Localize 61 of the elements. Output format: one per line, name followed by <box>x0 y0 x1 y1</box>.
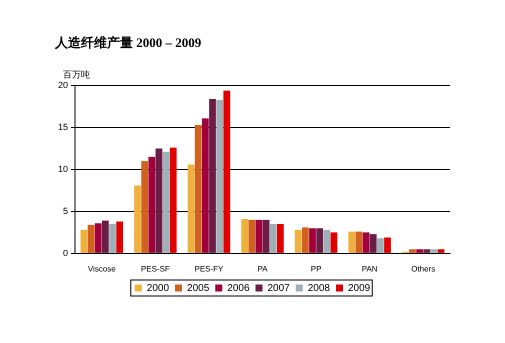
bar <box>323 230 330 253</box>
y-tick-label: 10 <box>58 164 68 174</box>
bar <box>316 228 324 253</box>
x-tick-label: PA <box>257 264 268 274</box>
bar <box>348 232 356 253</box>
bar <box>148 156 156 253</box>
bar <box>170 148 177 253</box>
bar <box>330 232 338 253</box>
bar <box>438 249 444 253</box>
legend-label: 2008 <box>308 282 330 294</box>
bar <box>223 90 230 253</box>
bar <box>423 249 430 253</box>
bar <box>162 152 170 253</box>
bar <box>409 249 416 253</box>
bar <box>376 238 384 253</box>
bar <box>202 118 209 253</box>
x-tick-label: PES-FY <box>194 264 224 274</box>
bar <box>109 224 116 253</box>
bar <box>416 249 424 253</box>
bar <box>362 232 370 253</box>
bar <box>356 232 362 253</box>
bar <box>430 249 438 253</box>
x-tick-label: PP <box>310 264 322 274</box>
y-tick-label: 0 <box>62 248 68 258</box>
bar <box>188 164 194 253</box>
x-tick-label: Others <box>411 264 436 274</box>
legend-label: 2007 <box>268 282 290 294</box>
y-tick-label: 15 <box>58 122 68 132</box>
y-tick-label: 20 <box>58 80 68 90</box>
bar <box>256 220 262 253</box>
bar <box>80 230 88 253</box>
legend-label: 2006 <box>227 282 250 294</box>
y-tick-label: 5 <box>62 206 68 216</box>
bar <box>134 185 141 253</box>
bar <box>276 224 284 253</box>
bar <box>156 148 162 253</box>
bar <box>141 161 148 253</box>
legend-label: 2000 <box>146 282 170 294</box>
x-tick-label: PES-SF <box>140 264 170 274</box>
bar <box>194 125 202 253</box>
bar <box>302 227 309 253</box>
y-axis-title: 百万吨 <box>63 70 90 80</box>
legend-label: 2005 <box>187 282 210 294</box>
bar <box>94 223 102 253</box>
bar <box>216 100 224 253</box>
bar <box>116 222 124 253</box>
bar <box>270 224 277 253</box>
bar <box>384 237 391 253</box>
bar <box>370 234 377 253</box>
bar <box>309 228 316 253</box>
legend-label: 2009 <box>348 282 371 294</box>
bar <box>102 220 109 253</box>
bar <box>209 99 216 253</box>
x-tick-label: PAN <box>362 264 378 274</box>
bar <box>88 224 94 253</box>
bar <box>248 220 256 253</box>
bar <box>262 220 270 253</box>
bar <box>294 230 302 253</box>
bar <box>241 219 248 253</box>
chart-title: 人造纤维产量 2000 – 2009 <box>54 35 202 50</box>
x-tick-label: Viscose <box>88 264 116 274</box>
